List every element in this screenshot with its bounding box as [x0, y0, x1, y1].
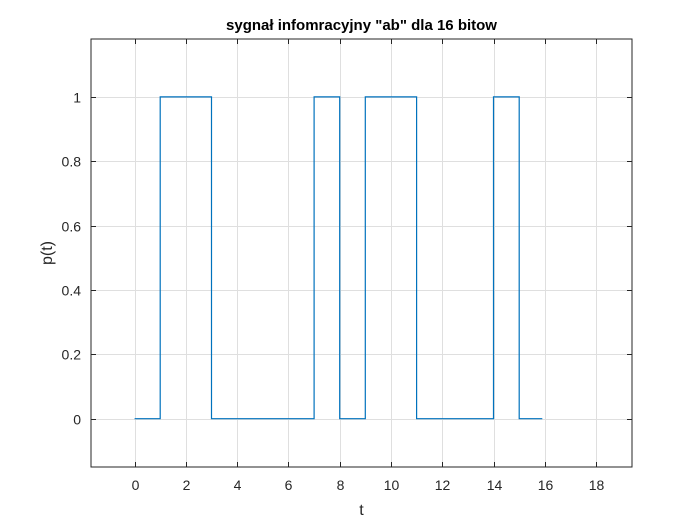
x-tick-label: 8	[337, 477, 345, 493]
chart-title: sygnał infomracyjny "ab" dla 16 bitow	[226, 17, 497, 34]
y-tick-label: 0.2	[62, 347, 82, 363]
y-tick-label: 0.4	[62, 283, 82, 299]
x-tick-label: 10	[384, 477, 400, 493]
x-tick-label: 2	[183, 477, 191, 493]
grid	[91, 39, 632, 467]
x-axis-label: t	[359, 502, 364, 519]
y-tick-label: 0.6	[62, 219, 82, 235]
x-tick-label: 16	[538, 477, 554, 493]
x-tick-label: 4	[234, 477, 242, 493]
tick-layer: 0 2 4 6 8 10 12 14 16 18 0 0.2 0.4 0.6 0.8 1	[62, 39, 632, 493]
series-layer	[134, 96, 543, 420]
x-tick-label: 12	[435, 477, 451, 493]
x-tick-label: 6	[285, 477, 293, 493]
x-tick-label: 14	[487, 477, 503, 493]
y-tick-label: 0	[73, 412, 81, 428]
y-axis-label: p(t)	[39, 241, 56, 265]
x-tick-label: 0	[132, 477, 140, 493]
y-tick-label: 0.8	[62, 154, 82, 170]
x-tick-label: 18	[589, 477, 605, 493]
axes-frame	[90, 38, 633, 468]
series-line	[134, 96, 543, 420]
y-tick-label: 1	[73, 90, 81, 106]
